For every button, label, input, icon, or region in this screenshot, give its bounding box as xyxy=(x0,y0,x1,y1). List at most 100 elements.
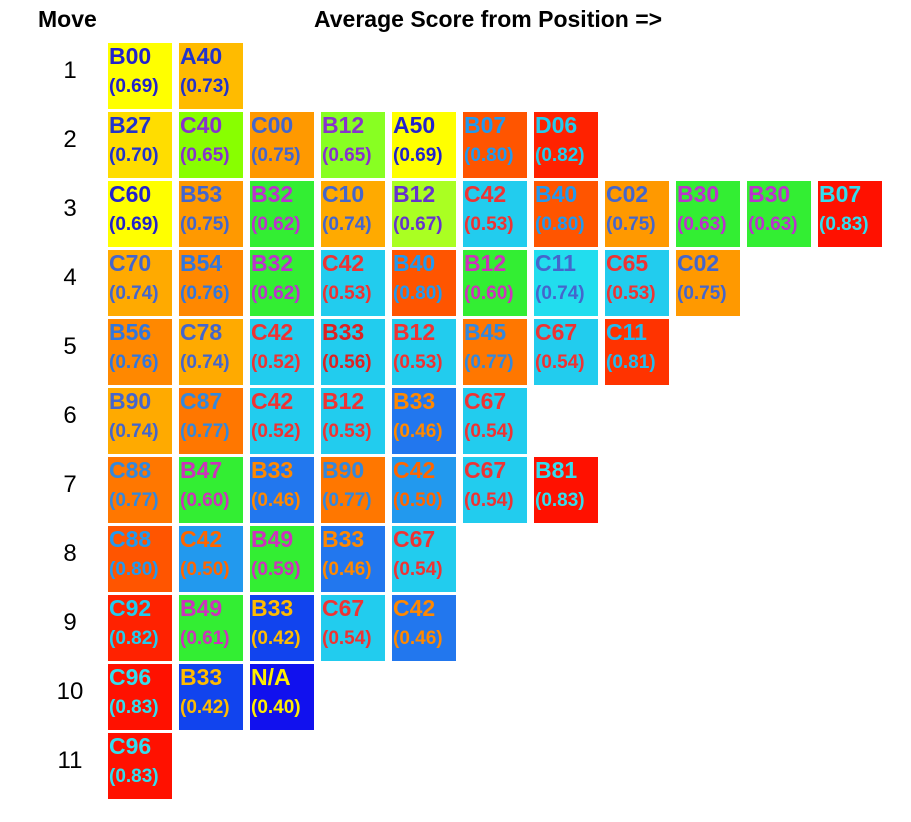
opening-code: B12 xyxy=(464,250,507,276)
opening-cell: B33 (0.46) xyxy=(321,526,385,592)
average-score-label: (0.52) xyxy=(251,421,301,442)
opening-code: C88 xyxy=(109,526,152,552)
opening-code: B33 xyxy=(322,319,365,345)
average-score-label: (0.77) xyxy=(180,421,230,442)
average-score-label: (0.80) xyxy=(535,214,585,235)
opening-code: B49 xyxy=(180,595,223,621)
move-number: 2 xyxy=(63,126,77,153)
average-score-label: (0.74) xyxy=(109,283,159,304)
move-row: 10 C96 (0.83) B33 (0.42) N/A (0.40) xyxy=(0,664,911,730)
move-number: 3 xyxy=(63,195,77,222)
opening-code: C42 xyxy=(393,457,436,483)
opening-code: C67 xyxy=(535,319,578,345)
opening-code: A40 xyxy=(180,43,223,69)
average-score-label: (0.46) xyxy=(322,559,372,580)
opening-cell: C02 (0.75) xyxy=(676,250,740,316)
move-row: 7 C88 (0.77) B47 (0.60) B33 (0.46) B90 (0.77) C42… xyxy=(0,457,911,523)
opening-code: C42 xyxy=(251,388,294,414)
opening-cell: C40 (0.65) xyxy=(179,112,243,178)
average-score-label: (0.53) xyxy=(393,352,443,373)
opening-cell: C67 (0.54) xyxy=(463,457,527,523)
opening-cell: C60 (0.69) xyxy=(108,181,172,247)
opening-cell: B12 (0.67) xyxy=(392,181,456,247)
opening-code: C02 xyxy=(677,250,720,276)
move-number: 11 xyxy=(57,747,83,774)
opening-code: B45 xyxy=(464,319,507,345)
opening-code: B81 xyxy=(535,457,578,483)
opening-cell: C42 (0.52) xyxy=(250,388,314,454)
average-score-label: (0.82) xyxy=(109,628,159,649)
average-score-label: (0.53) xyxy=(606,283,656,304)
move-row: 3 C60 (0.69) B53 (0.75) B32 (0.62) C10 (0.74) B12… xyxy=(0,181,911,247)
opening-cell: C78 (0.74) xyxy=(179,319,243,385)
opening-cell: C67 (0.54) xyxy=(392,526,456,592)
average-score-label: (0.75) xyxy=(251,145,301,166)
average-score-label: (0.69) xyxy=(109,76,159,97)
move-number: 1 xyxy=(63,57,77,84)
opening-cell: C42 (0.53) xyxy=(321,250,385,316)
opening-cell: B32 (0.62) xyxy=(250,250,314,316)
move-number: 9 xyxy=(63,609,77,636)
move-row: 1 B00 (0.69) A40 (0.73) xyxy=(0,43,911,109)
move-number: 7 xyxy=(63,471,77,498)
opening-code: C11 xyxy=(606,319,647,345)
average-score-label: (0.56) xyxy=(322,352,372,373)
average-score-label: (0.67) xyxy=(393,214,443,235)
average-score-label: (0.73) xyxy=(180,76,230,97)
average-score-label: (0.74) xyxy=(109,421,159,442)
opening-cell: C02 (0.75) xyxy=(605,181,669,247)
opening-cell: B33 (0.46) xyxy=(250,457,314,523)
opening-code: C10 xyxy=(322,181,365,207)
average-score-label: (0.76) xyxy=(180,283,230,304)
average-score-label: (0.75) xyxy=(606,214,656,235)
average-score-label: (0.83) xyxy=(109,766,159,787)
opening-code: B33 xyxy=(180,664,223,690)
opening-cell: B33 (0.46) xyxy=(392,388,456,454)
opening-code: C87 xyxy=(180,388,223,414)
move-number: 4 xyxy=(63,264,77,291)
opening-code: C42 xyxy=(464,181,507,207)
opening-cell: C87 (0.77) xyxy=(179,388,243,454)
average-score-label: (0.40) xyxy=(251,697,301,718)
opening-cell: B90 (0.77) xyxy=(321,457,385,523)
opening-cell: B40 (0.80) xyxy=(392,250,456,316)
move-number: 5 xyxy=(63,333,77,360)
opening-code: B12 xyxy=(393,319,436,345)
opening-cell: C65 (0.53) xyxy=(605,250,669,316)
opening-code: C70 xyxy=(109,250,152,276)
opening-cell: C00 (0.75) xyxy=(250,112,314,178)
opening-cell: B47 (0.60) xyxy=(179,457,243,523)
average-score-label: (0.70) xyxy=(109,145,159,166)
opening-cell: B49 (0.59) xyxy=(250,526,314,592)
opening-code: B07 xyxy=(464,112,507,138)
opening-cell: B30 (0.63) xyxy=(747,181,811,247)
opening-code: B90 xyxy=(109,388,152,414)
opening-code: B30 xyxy=(748,181,791,207)
move-number: 8 xyxy=(63,540,77,567)
average-score-label: (0.80) xyxy=(464,145,514,166)
average-score-label: (0.74) xyxy=(180,352,230,373)
average-score-label: (0.42) xyxy=(180,697,230,718)
average-score-label: (0.76) xyxy=(109,352,159,373)
opening-cell: B32 (0.62) xyxy=(250,181,314,247)
opening-code: C65 xyxy=(606,250,649,276)
opening-code: A50 xyxy=(393,112,436,138)
opening-code: B00 xyxy=(109,43,152,69)
average-score-label: (0.50) xyxy=(393,490,443,511)
opening-code: B07 xyxy=(819,181,862,207)
average-score-label: (0.46) xyxy=(393,421,443,442)
average-score-label: (0.83) xyxy=(819,214,869,235)
opening-code: C96 xyxy=(109,664,152,690)
opening-code: B33 xyxy=(251,595,294,621)
opening-cell: B07 (0.80) xyxy=(463,112,527,178)
average-score-label: (0.63) xyxy=(677,214,727,235)
average-score-label: (0.80) xyxy=(109,559,159,580)
average-score-label: (0.60) xyxy=(180,490,230,511)
average-score-label: (0.54) xyxy=(464,421,514,442)
average-score-label: (0.74) xyxy=(535,283,585,304)
opening-cell: B90 (0.74) xyxy=(108,388,172,454)
opening-cell: C10 (0.74) xyxy=(321,181,385,247)
opening-cell: B49 (0.61) xyxy=(179,595,243,661)
opening-code: C92 xyxy=(109,595,152,621)
average-score-label: (0.54) xyxy=(322,628,372,649)
